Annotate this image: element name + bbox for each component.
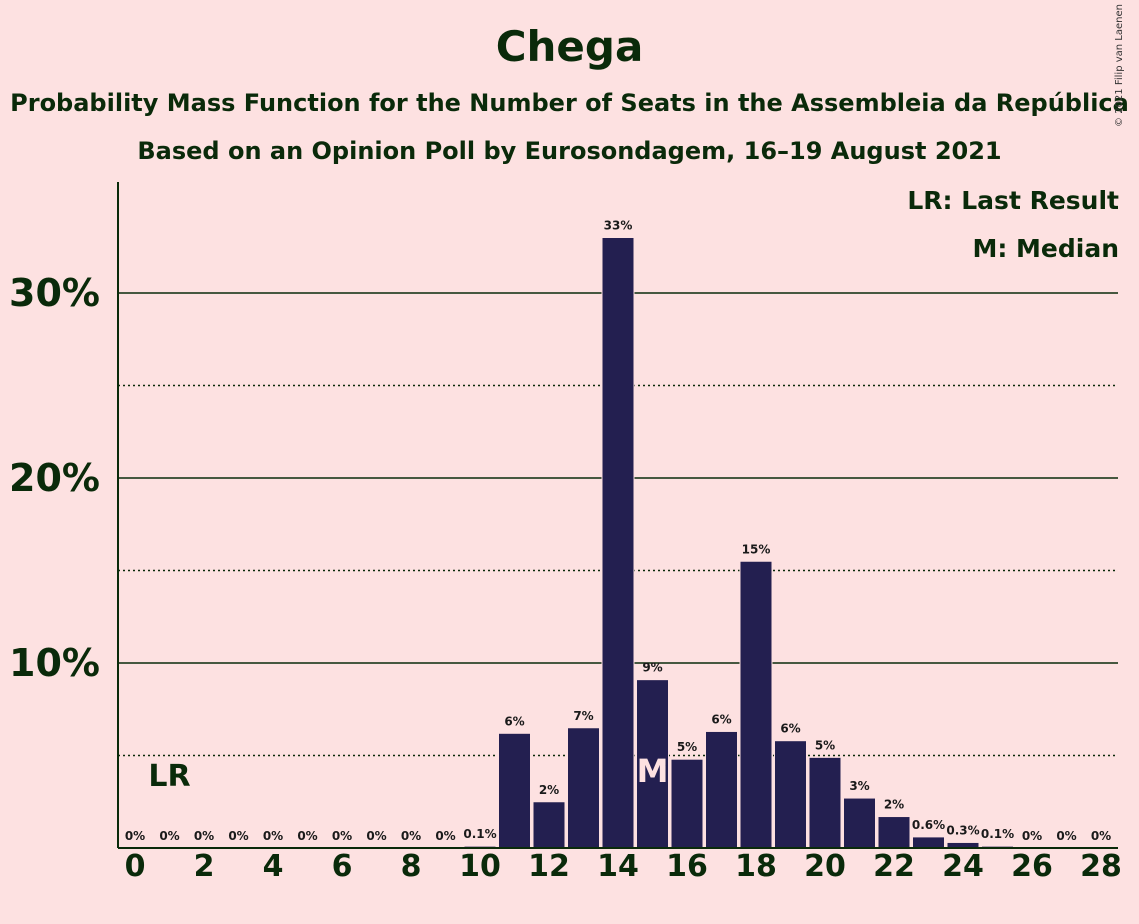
bar-value-label: 0% (297, 829, 317, 843)
bar-value-label: 0% (401, 829, 421, 843)
bar-value-label: 3% (849, 779, 869, 793)
chart-title: Chega (495, 22, 644, 71)
bar-value-label: 5% (677, 740, 697, 754)
bar (774, 740, 807, 849)
bar-value-label: 0% (159, 829, 179, 843)
bar-value-label: 0% (1056, 829, 1076, 843)
bar (705, 730, 738, 849)
bar-value-label: 0% (366, 829, 386, 843)
bar-value-label: 0% (1022, 829, 1042, 843)
x-tick-label: 18 (735, 849, 777, 884)
bar (739, 560, 773, 849)
bar (567, 727, 600, 849)
y-tick-label: 10% (9, 641, 100, 685)
legend-last-result: LR: Last Result (907, 186, 1119, 215)
bar (532, 801, 566, 849)
last-result-marker: LR (148, 759, 190, 794)
bar (498, 732, 531, 849)
x-tick-label: 12 (528, 849, 570, 884)
bar-value-label: 0.1% (463, 827, 496, 841)
bar-value-label: 33% (604, 219, 633, 233)
x-tick-label: 28 (1080, 849, 1122, 884)
x-tick-label: 22 (873, 849, 915, 884)
bar-value-label: 6% (780, 722, 800, 736)
bar (601, 237, 635, 849)
median-marker: M (637, 752, 669, 790)
bar-value-label: 0.1% (981, 827, 1014, 841)
bar-value-label: 15% (742, 542, 771, 556)
bar-value-label: 2% (539, 783, 559, 797)
legend-median: M: Median (972, 234, 1119, 263)
bar-value-label: 0.6% (912, 818, 945, 832)
x-tick-label: 16 (666, 849, 708, 884)
x-tick-label: 24 (942, 849, 984, 884)
x-tick-label: 20 (804, 849, 846, 884)
x-tick-label: 14 (597, 849, 639, 884)
bar (670, 758, 704, 849)
y-tick-label: 20% (9, 456, 100, 500)
bar-value-label: 6% (504, 714, 524, 728)
bar-value-label: 0% (228, 829, 248, 843)
bar-value-label: 0.3% (946, 823, 979, 837)
bar-value-label: 7% (573, 709, 593, 723)
bar (912, 836, 945, 849)
x-tick-label: 2 (194, 849, 215, 884)
bar-value-label: 0% (1091, 829, 1111, 843)
bar (808, 756, 842, 849)
bar-value-label: 5% (815, 738, 835, 752)
bar (636, 679, 669, 849)
x-tick-label: 8 (401, 849, 422, 884)
bar-value-label: 0% (332, 829, 352, 843)
x-tick-label: 4 (263, 849, 284, 884)
bar-value-label: 0% (194, 829, 214, 843)
bar-value-label: 0% (125, 829, 145, 843)
x-tick-label: 0 (125, 849, 146, 884)
bar-value-label: 0% (263, 829, 283, 843)
bar-value-label: 2% (884, 798, 904, 812)
bar-value-label: 9% (642, 661, 662, 675)
x-tick-label: 6 (332, 849, 353, 884)
chart-subtitle: Probability Mass Function for the Number… (10, 89, 1129, 117)
y-tick-label: 30% (9, 271, 100, 315)
x-tick-label: 10 (459, 849, 501, 884)
x-tick-label: 26 (1011, 849, 1053, 884)
bar (877, 816, 911, 849)
bar (843, 797, 876, 849)
bar-value-label: 6% (711, 712, 731, 726)
chart-subtitle-source: Based on an Opinion Poll by Eurosondagem… (137, 137, 1002, 165)
bar-value-label: 0% (435, 829, 455, 843)
